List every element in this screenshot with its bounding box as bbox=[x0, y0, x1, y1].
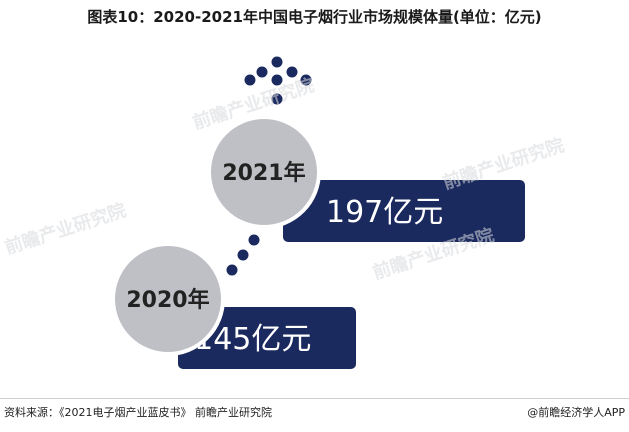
year-circle bbox=[207, 115, 321, 229]
arrow-dot bbox=[271, 56, 283, 68]
year-label: 2020年 bbox=[126, 287, 209, 313]
arrow-dot bbox=[271, 93, 283, 105]
connector-dot bbox=[226, 264, 238, 276]
chart-title: 图表10：2020-2021年中国电子烟行业市场规模体量(单位：亿元) bbox=[87, 8, 542, 26]
arrow-dot bbox=[244, 74, 256, 86]
arrow-dot bbox=[271, 74, 283, 86]
arrow-dot bbox=[300, 74, 312, 86]
connector-dot bbox=[237, 249, 249, 261]
connector-dot bbox=[248, 234, 260, 246]
value-label: 197亿元 bbox=[326, 195, 443, 230]
value-bar bbox=[178, 307, 356, 369]
arrow-dot bbox=[256, 66, 268, 78]
footer: 资料来源：《2021电子烟产业蓝皮书》 前瞻产业研究院 @前瞻经济学人APP bbox=[0, 398, 629, 423]
year-circle bbox=[111, 242, 225, 356]
value-bar bbox=[283, 180, 525, 242]
brand-credit: @前瞻经济学人APP bbox=[527, 406, 625, 419]
source-note: 资料来源：《2021电子烟产业蓝皮书》 前瞻产业研究院 bbox=[4, 406, 272, 419]
arrow-dot bbox=[286, 66, 298, 78]
year-label: 2021年 bbox=[222, 160, 305, 186]
